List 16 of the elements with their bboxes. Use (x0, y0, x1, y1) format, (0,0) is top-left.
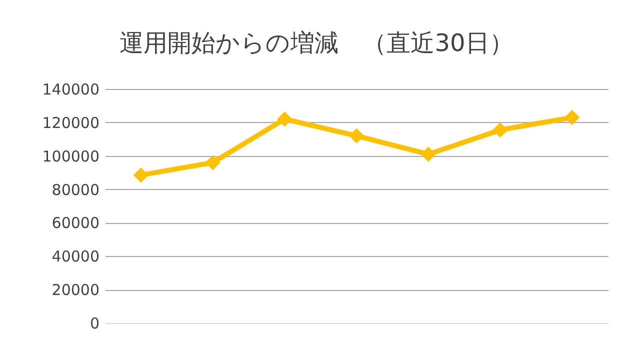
point (205, 154, 220, 170)
y-tick-label: 140000 (42, 80, 100, 98)
point (133, 167, 149, 183)
chart-title: 運用開始からの増減 （直近30日） (120, 29, 514, 57)
point (277, 112, 292, 127)
point (492, 122, 508, 138)
point (348, 128, 364, 144)
y-tick-label: 20000 (52, 281, 100, 300)
y-tick-label: 100000 (42, 147, 100, 166)
y-tick-label: 80000 (52, 180, 100, 199)
point (420, 146, 436, 162)
y-tick-label: 120000 (42, 114, 100, 132)
y-tick-label: 0 (90, 314, 100, 332)
y-tick-label: 40000 (52, 248, 100, 266)
y-tick-label: 60000 (52, 214, 100, 232)
point (564, 110, 580, 125)
